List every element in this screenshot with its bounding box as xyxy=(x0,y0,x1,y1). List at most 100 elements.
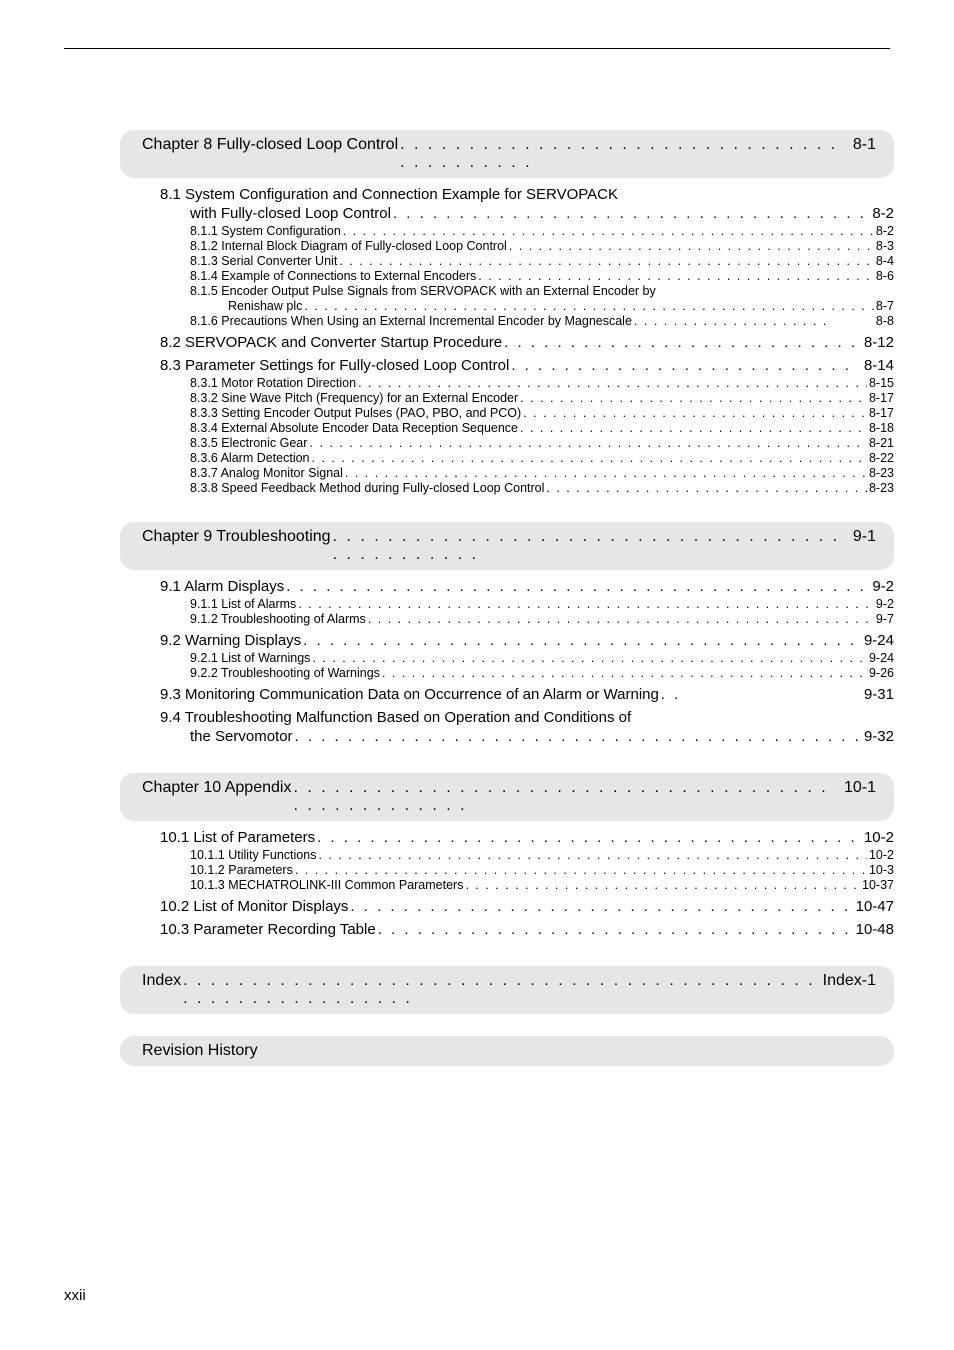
sub-label: 9.1.1 List of Alarms xyxy=(190,597,296,611)
section-label: 10.1 List of Parameters xyxy=(160,829,315,846)
chapter-label: Chapter 10 Appendix xyxy=(142,779,291,797)
section-row: 9.2 Warning Displays . . . . . . . . . .… xyxy=(120,632,894,649)
sub-row: 8.1.6 Precautions When Using an External… xyxy=(120,314,894,328)
leader-dots: . . . . . . . . . . . . . . . . . . . . … xyxy=(303,632,862,649)
page-number: xxii xyxy=(64,1287,86,1304)
sub-row: 8.1.4 Example of Connections to External… xyxy=(120,269,894,283)
sub-page: 10-2 xyxy=(869,848,894,862)
leader-dots: . . . . . . . . . . . . . . . . . . . . … xyxy=(504,334,862,351)
section-page: 9-24 xyxy=(864,632,894,649)
sub-label: 9.1.2 Troubleshooting of Alarms xyxy=(190,612,366,626)
chapter-page: 10-1 xyxy=(844,779,876,797)
sub-label: 8.1.5 Encoder Output Pulse Signals from … xyxy=(190,284,656,298)
chapter-row: Chapter 10 Appendix . . . . . . . . . . … xyxy=(120,773,894,821)
leader-dots: . . . . . . . . . . . . . . . . . . . . … xyxy=(309,436,867,450)
sub-row-cont: Renishaw plc. . . . . . . . . . . . . . … xyxy=(120,299,894,313)
section-row: 8.1 System Configuration and Connection … xyxy=(120,186,894,203)
leader-dots: . . xyxy=(661,686,862,703)
section-row: 10.1 List of Parameters . . . . . . . . … xyxy=(120,829,894,846)
sub-page: 8-15 xyxy=(869,376,894,390)
section-row: 9.3 Monitoring Communication Data on Occ… xyxy=(120,686,894,703)
sub-page: 10-37 xyxy=(862,878,894,892)
sub-row: 8.3.8 Speed Feedback Method during Fully… xyxy=(120,481,894,495)
sub-page: 8-3 xyxy=(876,239,894,253)
section-page: 10-47 xyxy=(856,898,894,915)
leader-dots: . . . . . . . . . . . . . . . . . . . . … xyxy=(339,254,874,268)
section-label: 9.2 Warning Displays xyxy=(160,632,301,649)
section-label: 8.3 Parameter Settings for Fully-closed … xyxy=(160,357,509,374)
leader-dots: . . . . . . . . . . . . . . . . . . . . … xyxy=(358,376,867,390)
sub-label: 8.1.4 Example of Connections to External… xyxy=(190,269,476,283)
sub-page: 8-21 xyxy=(869,436,894,450)
sub-page: 8-22 xyxy=(869,451,894,465)
sub-label: 8.3.2 Sine Wave Pitch (Frequency) for an… xyxy=(190,391,518,405)
section-page: 8-12 xyxy=(864,334,894,351)
sub-row: 8.1.2 Internal Block Diagram of Fully-cl… xyxy=(120,239,894,253)
section-page: 10-48 xyxy=(856,921,894,938)
section-row: 9.1 Alarm Displays . . . . . . . . . . .… xyxy=(120,578,894,595)
section-row-cont: the Servomotor . . . . . . . . . . . . .… xyxy=(120,728,894,745)
section-label: 10.3 Parameter Recording Table xyxy=(160,921,376,938)
leader-dots: . . . . . . . . . . . . . . . . . . . . … xyxy=(350,898,853,915)
leader-dots: . . . . . . . . . . . . . . . . . . . . … xyxy=(520,421,867,435)
leader-dots: . . . . . . . . . . . . . . . . . . . . … xyxy=(304,299,874,313)
sub-label-cont: Renishaw plc xyxy=(228,299,302,313)
sub-label: 8.3.4 External Absolute Encoder Data Rec… xyxy=(190,421,518,435)
sub-row: 8.3.3 Setting Encoder Output Pulses (PAO… xyxy=(120,406,894,420)
section-row: 10.3 Parameter Recording Table . . . . .… xyxy=(120,921,894,938)
chapter-page: 8-1 xyxy=(853,136,876,154)
sub-row: 10.1.2 Parameters. . . . . . . . . . . .… xyxy=(120,863,894,877)
sub-row: 8.1.1 System Configuration. . . . . . . … xyxy=(120,224,894,238)
sub-row: 8.3.4 External Absolute Encoder Data Rec… xyxy=(120,421,894,435)
sub-page: 10-3 xyxy=(869,863,894,877)
section-label: 8.2 SERVOPACK and Converter Startup Proc… xyxy=(160,334,502,351)
sub-row: 9.2.2 Troubleshooting of Warnings. . . .… xyxy=(120,666,894,680)
toc-content: Chapter 8 Fully-closed Loop Control . . … xyxy=(120,130,894,1070)
chapter-label: Chapter 9 Troubleshooting xyxy=(142,528,331,546)
section-label-cont: with Fully-closed Loop Control xyxy=(160,205,391,222)
sub-row: 8.3.5 Electronic Gear. . . . . . . . . .… xyxy=(120,436,894,450)
chapter-label: Chapter 8 Fully-closed Loop Control xyxy=(142,136,398,154)
leader-dots: . . . . . . . . . . . . . . . . . . . . … xyxy=(400,136,851,172)
sub-label: 8.1.6 Precautions When Using an External… xyxy=(190,314,632,328)
leader-dots: . . . . . . . . . . . . . . . . . . . . … xyxy=(286,578,870,595)
section-row: 8.2 SERVOPACK and Converter Startup Proc… xyxy=(120,334,894,351)
leader-dots: . . . . . . . . . . . . . . . . . . . . … xyxy=(293,779,842,815)
section-label: 9.4 Troubleshooting Malfunction Based on… xyxy=(160,709,631,726)
chapter-page: Index-1 xyxy=(823,972,876,990)
leader-dots: . . . . . . . . . . . . . . . . . . . . … xyxy=(333,528,851,564)
leader-dots: . . . . . . . . . . . . . . . . . . . . … xyxy=(520,391,867,405)
section-label: 10.2 List of Monitor Displays xyxy=(160,898,348,915)
sub-row: 8.1.3 Serial Converter Unit. . . . . . .… xyxy=(120,254,894,268)
sub-label: 9.2.2 Troubleshooting of Warnings xyxy=(190,666,380,680)
sub-page: 9-26 xyxy=(869,666,894,680)
section-label-cont: the Servomotor xyxy=(160,728,293,745)
section-row: 10.2 List of Monitor Displays . . . . . … xyxy=(120,898,894,915)
sub-page: 8-2 xyxy=(876,224,894,238)
leader-dots: . . . . . . . . . . . . . . . . . . . . … xyxy=(368,612,874,626)
sub-label: 8.3.6 Alarm Detection xyxy=(190,451,310,465)
leader-dots: . . . . . . . . . . . . . . . . . . . . … xyxy=(343,224,874,238)
leader-dots: . . . . . . . . . . . . . . . . . . . . … xyxy=(295,728,862,745)
section-row: 8.3 Parameter Settings for Fully-closed … xyxy=(120,357,894,374)
sub-label: 8.1.3 Serial Converter Unit xyxy=(190,254,337,268)
sub-page: 8-4 xyxy=(876,254,894,268)
chapter-label: Index xyxy=(142,972,181,990)
sub-label: 9.2.1 List of Warnings xyxy=(190,651,310,665)
sub-label: 8.3.5 Electronic Gear xyxy=(190,436,307,450)
leader-dots: . . . . . . . . . . . . . . . . . . . . … xyxy=(393,205,870,222)
sub-row: 8.3.1 Motor Rotation Direction. . . . . … xyxy=(120,376,894,390)
sub-label: 8.3.8 Speed Feedback Method during Fully… xyxy=(190,481,544,495)
leader-dots: . . . . . . . . . . . . . . . . . . . . … xyxy=(295,863,867,877)
leader-dots: . . . . . . . . . . . . . . . . . . . . … xyxy=(317,829,862,846)
sub-row: 10.1.3 MECHATROLINK-III Common Parameter… xyxy=(120,878,894,892)
sub-row: 8.3.6 Alarm Detection. . . . . . . . . .… xyxy=(120,451,894,465)
section-page: 9-2 xyxy=(872,578,894,595)
sub-row: 8.1.5 Encoder Output Pulse Signals from … xyxy=(120,284,894,298)
sub-page: 8-18 xyxy=(869,421,894,435)
top-rule xyxy=(64,48,890,49)
leader-dots: . . . . . . . . . . . . . . . . . . . . … xyxy=(378,921,854,938)
leader-dots: . . . . . . . . . . . . . . . . . . . . … xyxy=(183,972,820,1008)
section-page: 8-2 xyxy=(872,205,894,222)
sub-page: 9-24 xyxy=(869,651,894,665)
